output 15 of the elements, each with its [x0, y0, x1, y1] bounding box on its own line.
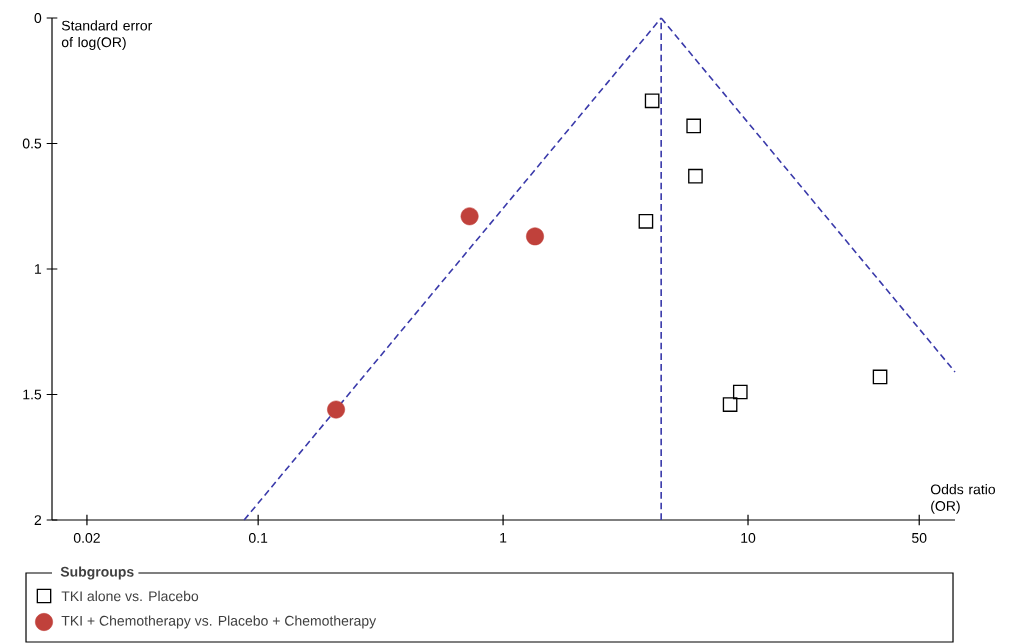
x-tick-label: 0.1 — [248, 532, 268, 543]
x-tick-label: 1 — [500, 532, 507, 543]
y-tick-label: 1 — [35, 264, 42, 274]
y-tick-label: 1.5 — [23, 389, 42, 400]
legend-label: TKI + Chemotherapy vs. Placebo + Chemotherapy — [61, 615, 377, 629]
x-tick-label: 50 — [912, 532, 927, 543]
legend-title: Subgroups — [60, 566, 134, 580]
y-tick-label: 0.5 — [22, 138, 42, 149]
x-tick-label: 10 — [741, 532, 756, 543]
x-axis-title: Odds ratio (OR) — [930, 484, 996, 514]
x-tick-label: 0.02 — [73, 532, 100, 543]
y-tick-label: 2 — [34, 515, 42, 525]
y-tick-label: 0 — [34, 13, 42, 23]
legend-label: TKI alone vs. Placebo — [61, 590, 199, 602]
y-axis-title: Standard error of log(OR) — [61, 20, 153, 50]
